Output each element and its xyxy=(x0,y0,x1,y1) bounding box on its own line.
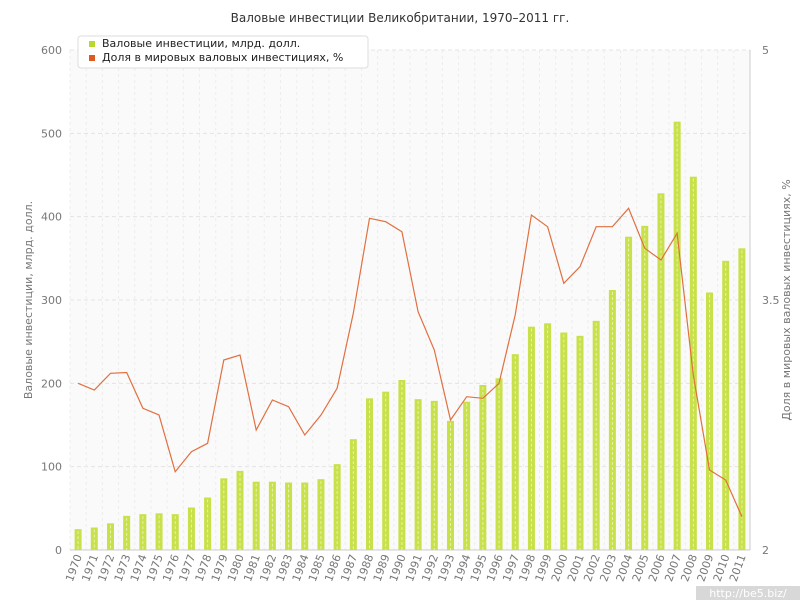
y-axis-right: 23.55 xyxy=(762,44,780,557)
chart-title: Валовые инвестиции Великобритании, 1970–… xyxy=(231,11,570,25)
legend: Валовые инвестиции, млрд. долл. Доля в м… xyxy=(77,35,369,69)
y-tick-label-left: 500 xyxy=(41,127,62,140)
bar xyxy=(204,497,212,550)
bar xyxy=(366,398,374,550)
y-tick-label-right: 5 xyxy=(762,44,769,57)
watermark-box xyxy=(696,586,800,600)
bar-series xyxy=(74,121,746,551)
bar xyxy=(414,399,422,550)
y-tick-label-right: 3.5 xyxy=(762,294,780,307)
bar xyxy=(317,479,325,550)
y-axis-right-label: Доля в мировых валовых инвестициях, % xyxy=(780,179,793,420)
bar xyxy=(220,478,228,550)
bar xyxy=(527,326,535,550)
watermark-text: http://be5.biz/ xyxy=(709,587,787,600)
y-axis-left-label: Валовые инвестиции, млрд. долл. xyxy=(22,201,35,399)
bar xyxy=(74,529,82,550)
legend-swatch-line xyxy=(89,55,95,61)
line-series xyxy=(77,207,743,517)
bar xyxy=(495,378,503,550)
y-axis-left: 0 100 200 300 400 500 600 xyxy=(41,44,62,557)
y-tick-label-left: 600 xyxy=(41,44,62,57)
y-tick-label-left: 400 xyxy=(41,211,62,224)
bar xyxy=(187,507,195,550)
bar xyxy=(689,176,697,550)
y-tick-label-right: 2 xyxy=(762,544,769,557)
y-tick-label-left: 0 xyxy=(55,544,62,557)
watermark: http://be5.biz/ xyxy=(696,586,800,600)
bar xyxy=(625,236,633,550)
bar xyxy=(738,248,746,551)
y-tick-label-left: 100 xyxy=(41,461,62,474)
y-tick-label-left: 300 xyxy=(41,294,62,307)
legend-label-bar: Валовые инвестиции, млрд. долл. xyxy=(102,37,300,50)
bar xyxy=(349,439,357,550)
series-line xyxy=(77,207,743,517)
y-tick-label-left: 200 xyxy=(41,377,62,390)
bar xyxy=(90,527,98,550)
legend-label-line: Доля в мировых валовых инвестициях, % xyxy=(102,51,343,64)
legend-swatch-bar xyxy=(89,41,95,47)
legend-box xyxy=(77,35,369,69)
